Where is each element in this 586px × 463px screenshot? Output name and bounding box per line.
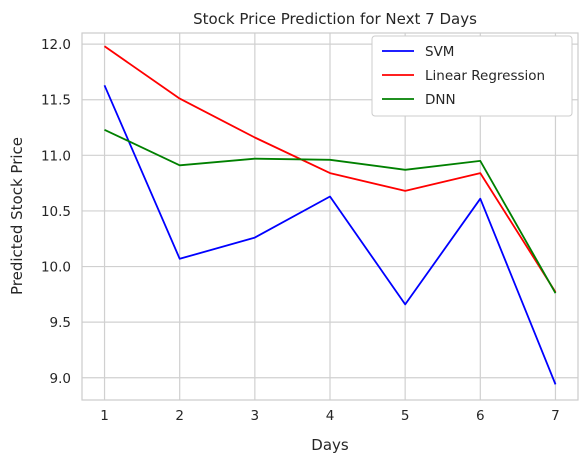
series-lines bbox=[103, 45, 557, 385]
y-axis-ticks: 9.0 9.5 10.0 10.5 11.0 11.5 12.0 bbox=[41, 37, 71, 387]
chart-title: Stock Price Prediction for Next 7 Days bbox=[193, 10, 477, 28]
y-tick-label: 11.0 bbox=[41, 148, 71, 164]
y-tick-label: 10.5 bbox=[41, 204, 71, 220]
legend: SVM Linear Regression DNN bbox=[371, 35, 573, 117]
series-line-linear-regression bbox=[103, 45, 557, 293]
x-tick-label: 2 bbox=[175, 408, 184, 424]
legend-box bbox=[371, 35, 573, 117]
plot-frame bbox=[81, 32, 579, 401]
x-tick-label: 1 bbox=[100, 408, 109, 424]
y-tick-label: 12.0 bbox=[41, 37, 71, 53]
legend-label-svm: SVM bbox=[425, 44, 454, 60]
legend-label-dnn: DNN bbox=[425, 92, 456, 108]
x-tick-label: 5 bbox=[401, 408, 410, 424]
series-line-svm bbox=[103, 84, 557, 385]
x-tick-label: 4 bbox=[326, 408, 335, 424]
y-tick-label: 11.5 bbox=[41, 93, 71, 109]
y-tick-label: 9.5 bbox=[50, 315, 71, 331]
y-axis-label: Predicted Stock Price bbox=[8, 137, 26, 295]
x-axis-ticks: 1 2 3 4 5 6 7 bbox=[100, 408, 560, 424]
series-line-dnn bbox=[104, 128, 557, 294]
x-tick-label: 7 bbox=[551, 408, 560, 424]
legend-label-linear-regression: Linear Regression bbox=[425, 68, 545, 84]
x-tick-label: 3 bbox=[251, 408, 260, 424]
y-tick-label: 9.0 bbox=[50, 371, 71, 387]
y-tick-label: 10.0 bbox=[41, 260, 71, 276]
x-axis-label: Days bbox=[311, 436, 349, 454]
x-tick-label: 6 bbox=[476, 408, 485, 424]
